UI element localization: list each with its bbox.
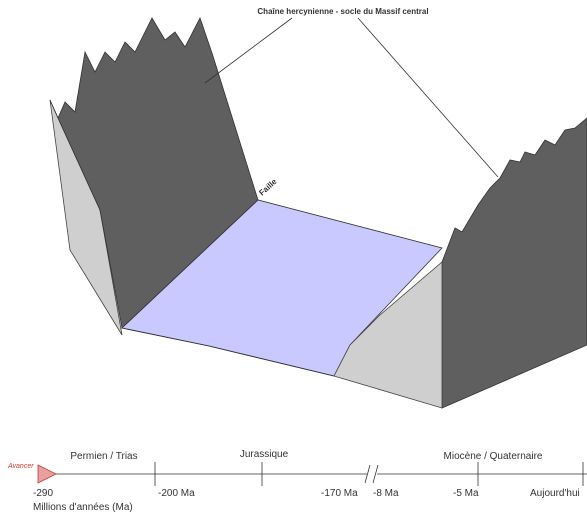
period-label-miocene: Miocène / Quaternaire bbox=[444, 451, 543, 462]
tick-label: -8 Ma bbox=[373, 488, 399, 499]
right-block-top-face bbox=[441, 117, 587, 409]
timeline-axis-title: Millions d'années (Ma) bbox=[33, 502, 133, 513]
play-triangle-icon[interactable] bbox=[37, 464, 57, 484]
tick-label: Aujourd'hui bbox=[530, 488, 580, 499]
axis-break-icon bbox=[364, 464, 379, 484]
timeline: Permien / Trias Jurassique Miocène / Qua… bbox=[7, 449, 587, 513]
advance-button[interactable]: Avancer bbox=[7, 463, 57, 484]
fault-label: Faille bbox=[257, 177, 279, 198]
tick-label: -170 Ma bbox=[321, 488, 358, 499]
right-block-front-face bbox=[333, 261, 443, 409]
period-label-permien: Permien / Trias bbox=[70, 451, 137, 462]
tick-label: -290 bbox=[33, 488, 53, 499]
diagram-title: Chaîne hercynienne - socle du Massif cen… bbox=[257, 7, 428, 16]
period-label-jurassique: Jurassique bbox=[240, 449, 289, 460]
tick-label: -200 Ma bbox=[158, 488, 195, 499]
tick-label: -5 Ma bbox=[453, 488, 479, 499]
title-leader-line-right bbox=[357, 17, 499, 178]
title-leader-line-left bbox=[204, 17, 293, 84]
right-mountain-block bbox=[333, 117, 587, 409]
basin-front-edge bbox=[121, 327, 335, 377]
advance-label: Avancer bbox=[7, 463, 34, 470]
